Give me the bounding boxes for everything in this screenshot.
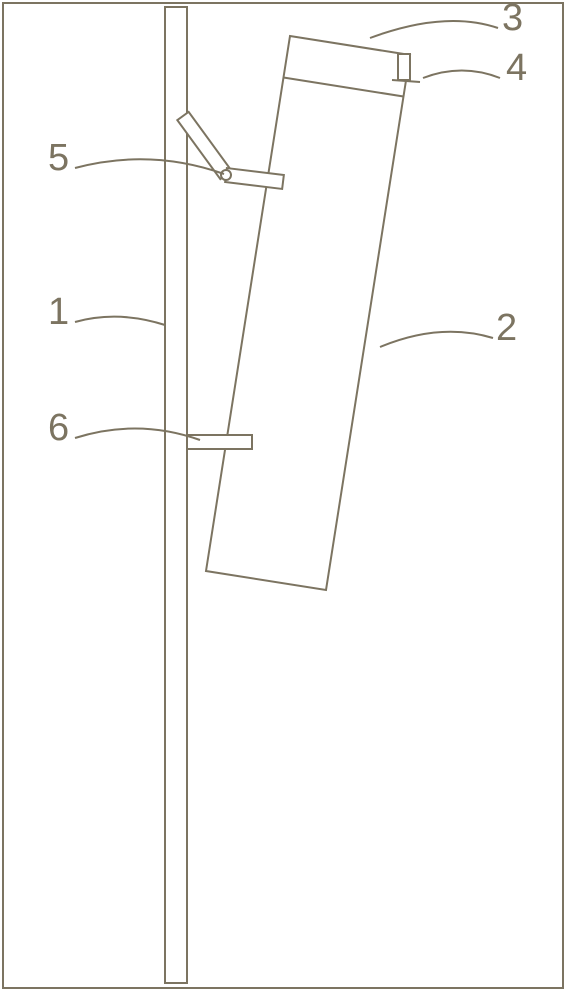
label-l4: 4: [506, 47, 527, 89]
leader-line-l1: [75, 317, 165, 325]
label-l3: 3: [502, 0, 523, 39]
label-l1: 1: [48, 291, 69, 333]
leader-line-l4: [423, 71, 500, 79]
leader-line-l2: [380, 332, 493, 347]
tilted-box-body: [206, 36, 410, 590]
small-tube: [398, 54, 410, 80]
label-l6: 6: [48, 407, 69, 449]
label-l5: 5: [48, 137, 69, 179]
pole: [165, 7, 187, 983]
diagram-canvas: 1 2 3 4 5 6: [0, 0, 566, 991]
leader-line-l5: [75, 159, 224, 174]
leader-line-l3: [370, 21, 498, 38]
hinge-pivot: [221, 170, 231, 180]
lower-bracket: [187, 435, 252, 449]
label-l2: 2: [496, 307, 517, 349]
